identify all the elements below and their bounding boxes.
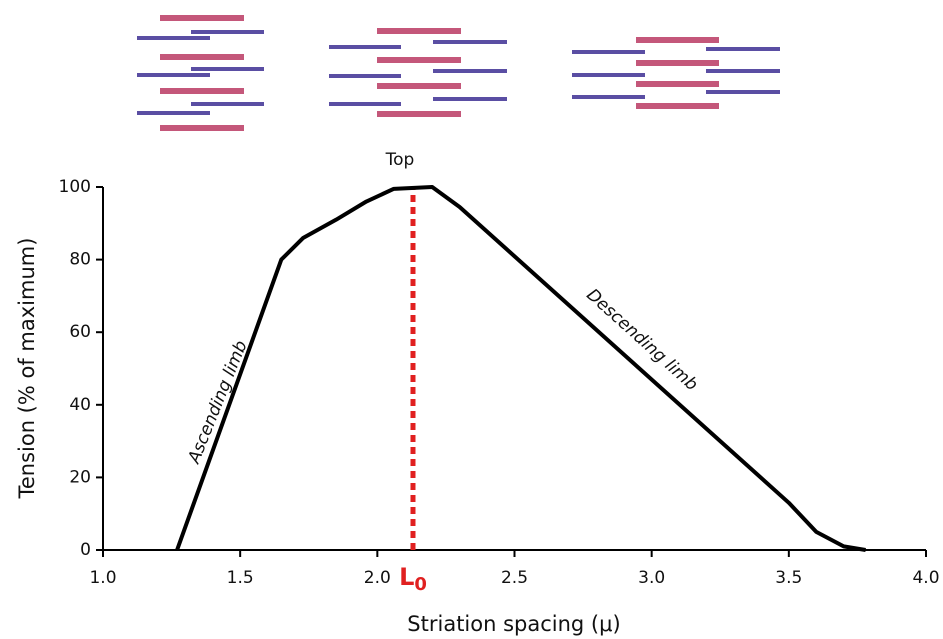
x-tick-label: 1.5: [227, 568, 254, 588]
x-tick-label: 3.0: [638, 568, 665, 588]
x-tick-label: 1.0: [89, 568, 116, 588]
x-tick-label: 2.0: [364, 568, 391, 588]
x-tick-label: 2.5: [501, 568, 528, 588]
annotation: Ascending limb: [184, 338, 252, 467]
y-axis-label: Tension (% of maximum): [15, 238, 39, 500]
curve: [175, 185, 866, 552]
y-tick-label: 0: [80, 540, 91, 560]
reference-label-sub: 0: [414, 574, 427, 595]
reference-label-main: L: [399, 563, 414, 591]
x-axis-label: Striation spacing (μ): [407, 612, 620, 636]
x-tick-label: 4.0: [912, 568, 939, 588]
y-tick-label: 100: [59, 177, 91, 197]
sarcomere-diagrams: [137, 15, 780, 131]
y-tick-label: 40: [69, 395, 91, 415]
y-tick-label: 80: [69, 250, 91, 270]
annotation: Top: [385, 150, 415, 170]
y-tick-label: 20: [69, 467, 91, 487]
x-tick-label: 3.5: [775, 568, 802, 588]
annotation: Descending limb: [582, 285, 701, 395]
reference-label: L0: [399, 563, 427, 595]
y-tick-label: 60: [69, 322, 91, 342]
